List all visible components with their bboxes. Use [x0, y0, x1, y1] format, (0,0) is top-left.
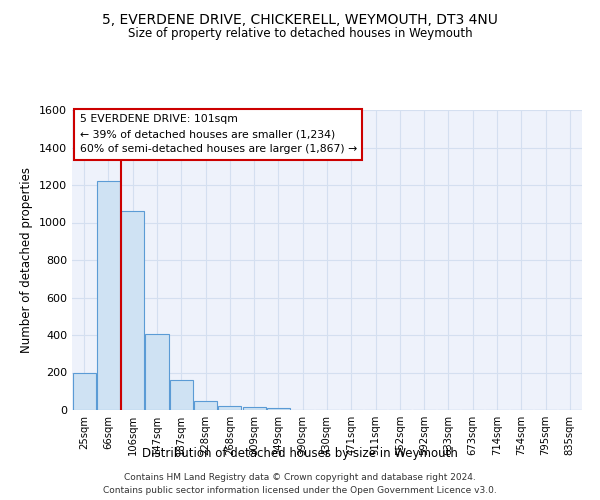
Bar: [121, 211, 144, 410]
Y-axis label: Number of detached properties: Number of detached properties: [20, 167, 34, 353]
Text: Size of property relative to detached houses in Weymouth: Size of property relative to detached ho…: [128, 28, 472, 40]
Text: 5 EVERDENE DRIVE: 101sqm
← 39% of detached houses are smaller (1,234)
60% of sem: 5 EVERDENE DRIVE: 101sqm ← 39% of detach…: [80, 114, 357, 154]
Bar: [97, 181, 120, 410]
Text: Contains HM Land Registry data © Crown copyright and database right 2024.: Contains HM Land Registry data © Crown c…: [124, 472, 476, 482]
Bar: [267, 408, 290, 410]
Bar: [73, 372, 95, 410]
Text: Contains public sector information licensed under the Open Government Licence v3: Contains public sector information licen…: [103, 486, 497, 495]
Bar: [170, 380, 193, 410]
Bar: [218, 406, 241, 410]
Bar: [242, 407, 266, 410]
Bar: [194, 400, 217, 410]
Text: 5, EVERDENE DRIVE, CHICKERELL, WEYMOUTH, DT3 4NU: 5, EVERDENE DRIVE, CHICKERELL, WEYMOUTH,…: [102, 12, 498, 26]
Text: Distribution of detached houses by size in Weymouth: Distribution of detached houses by size …: [142, 448, 458, 460]
Bar: [145, 334, 169, 410]
